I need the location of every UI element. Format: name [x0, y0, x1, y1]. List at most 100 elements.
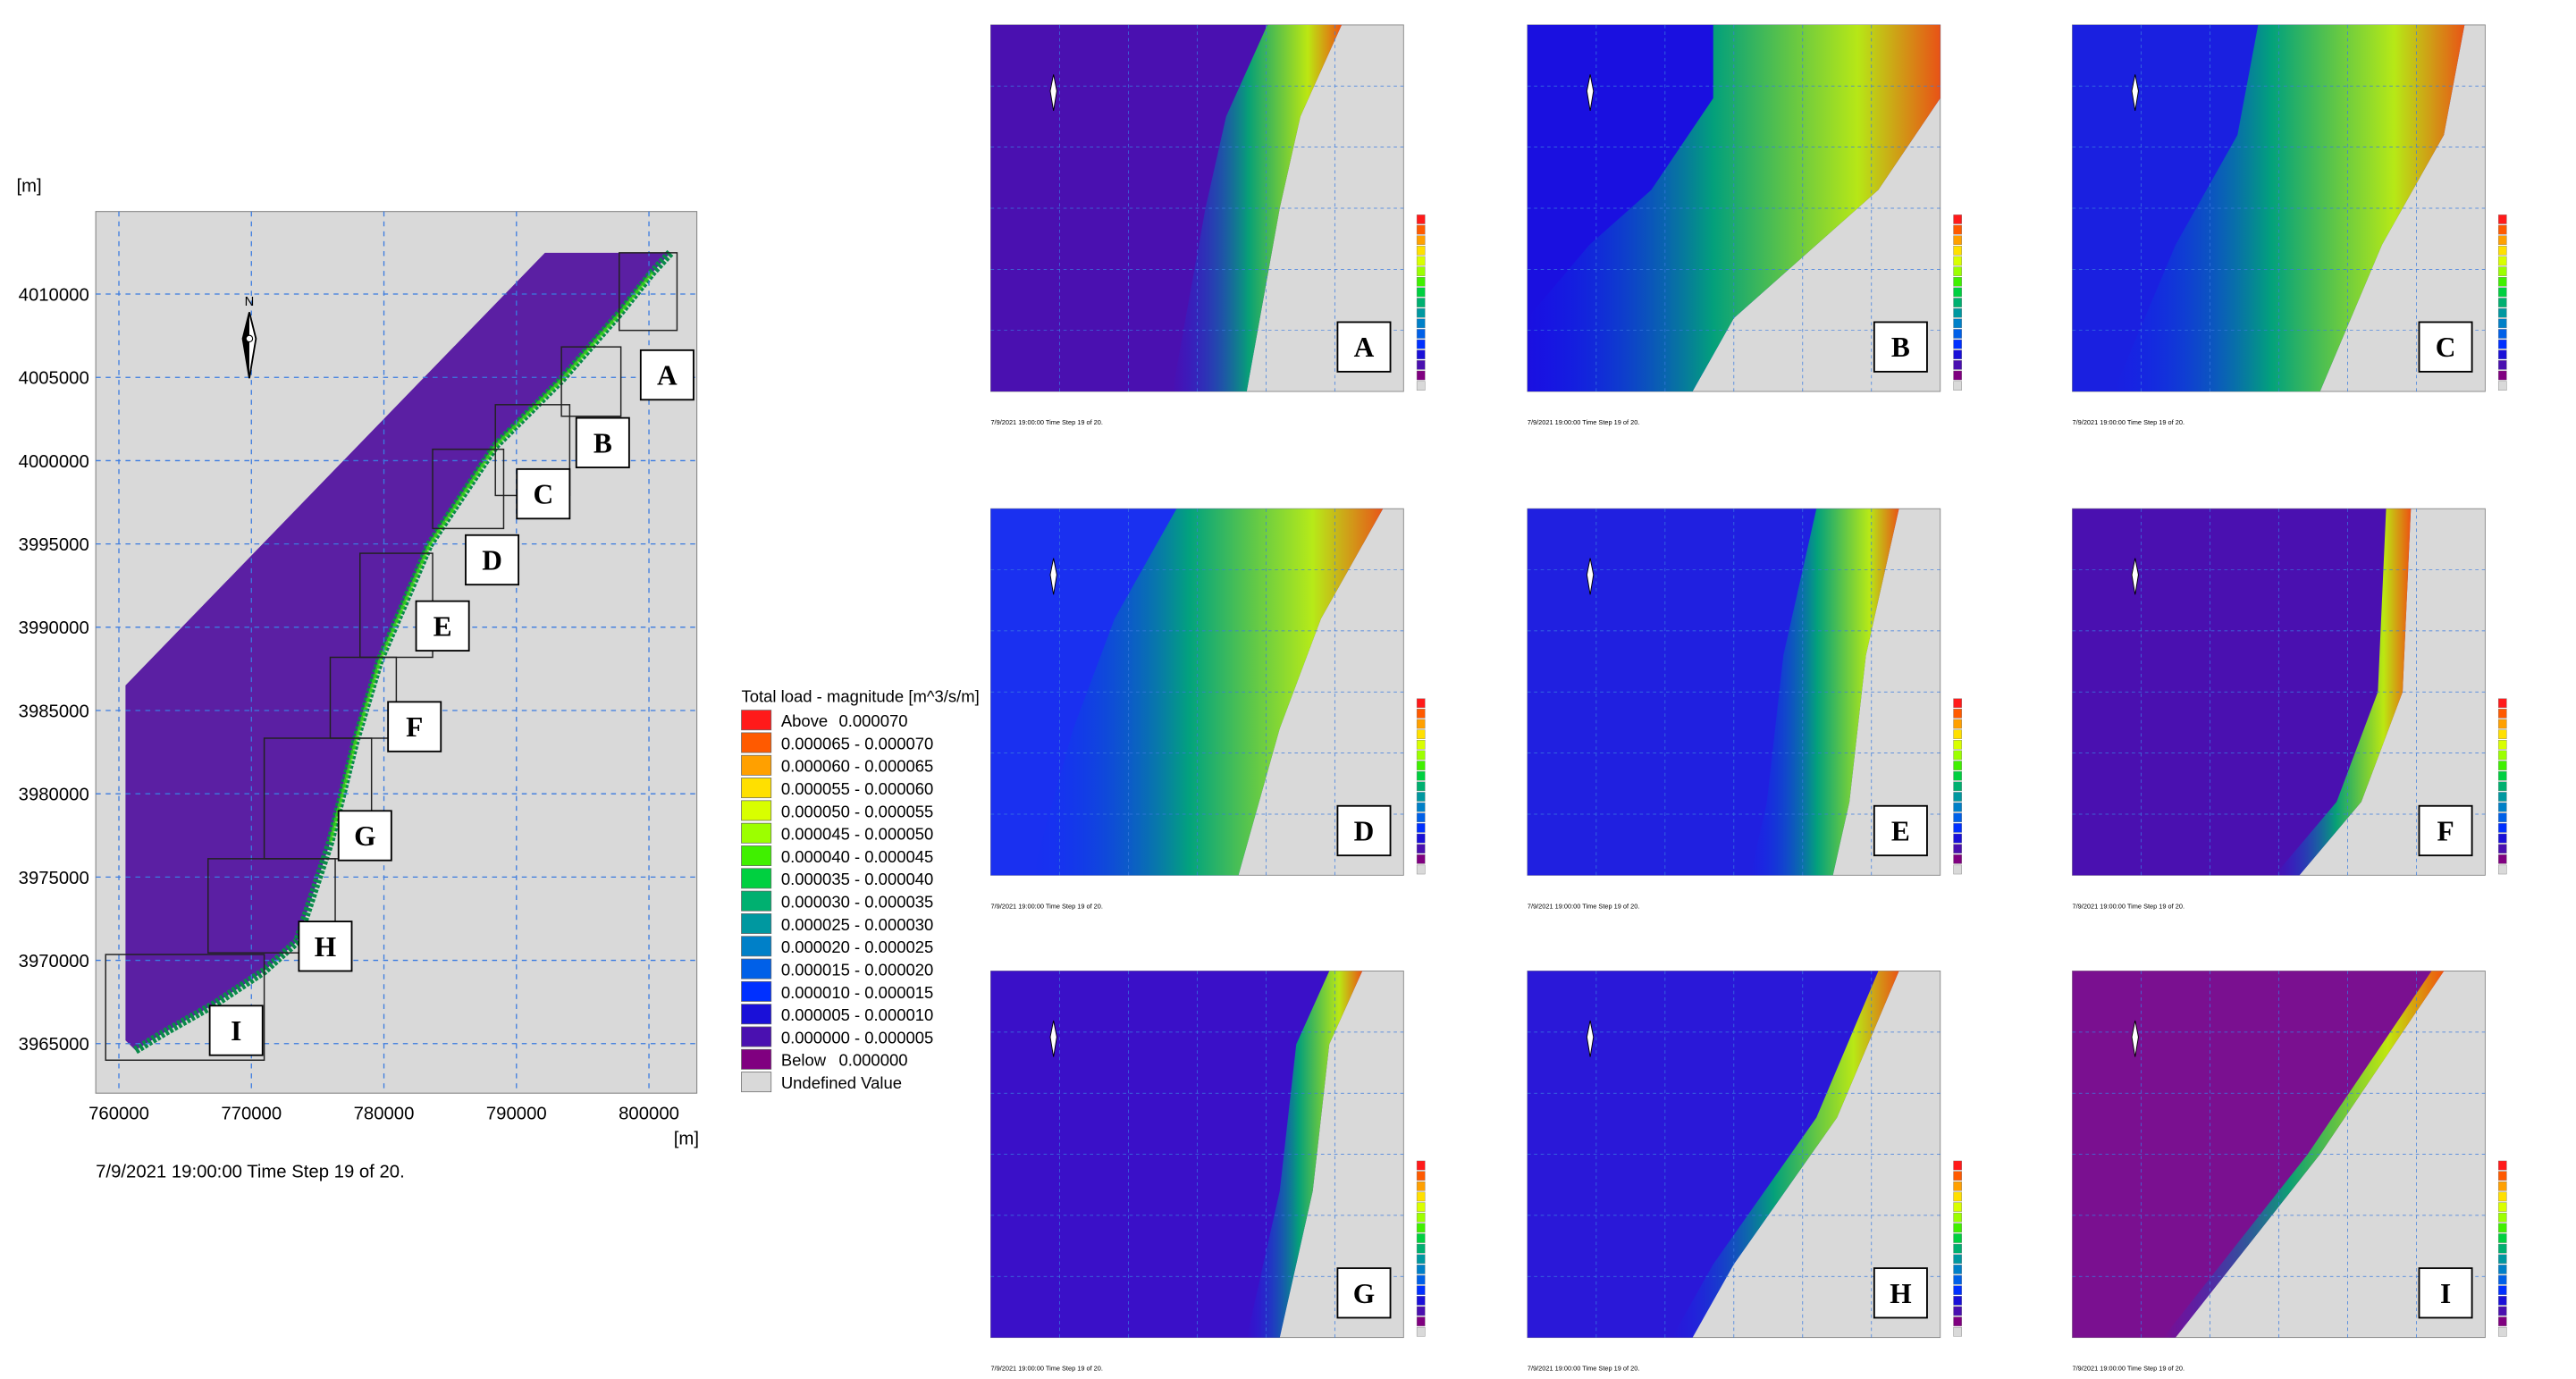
- panel-legend-swatch: [1417, 298, 1425, 307]
- legend-label: 0.000060 - 0.000065: [781, 757, 933, 776]
- panel: 7/9/2021 19:00:00 Time Step 19 of 20.H: [1528, 971, 1962, 1372]
- figure: 4010000400500040000003995000399000039850…: [0, 0, 2576, 1379]
- panel-legend-swatch: [2498, 813, 2506, 822]
- panel-legend-swatch: [1954, 1223, 1962, 1232]
- legend-label: 0.000015 - 0.000020: [781, 960, 933, 979]
- panel-legend-swatch: [2498, 1223, 2506, 1232]
- panel-legend-swatch: [1417, 709, 1425, 718]
- panel-label: D: [1354, 816, 1375, 847]
- panel-legend-swatch: [1954, 1275, 1962, 1284]
- legend-swatch: [741, 845, 770, 865]
- panel-legend-swatch: [1417, 1286, 1425, 1295]
- panel-legend-swatch: [1954, 845, 1962, 853]
- panel-legend-swatch: [1954, 782, 1962, 791]
- panel-legend-swatch: [2498, 329, 2506, 338]
- panel-legend-swatch: [1954, 350, 1962, 359]
- panel-legend-swatch: [1417, 792, 1425, 801]
- y-tick-label: 3965000: [19, 1035, 89, 1055]
- panel-legend-swatch: [1954, 1317, 1962, 1326]
- legend-label: 0.000030 - 0.000035: [781, 893, 933, 912]
- y-tick-label: 4005000: [19, 369, 89, 389]
- legend-label: 0.000025 - 0.000030: [781, 915, 933, 934]
- panel-legend-swatch: [1954, 719, 1962, 728]
- panel-timestamp: 7/9/2021 19:00:00 Time Step 19 of 20.: [2073, 1365, 2185, 1373]
- panel-legend-swatch: [2498, 1255, 2506, 1264]
- panel-legend-swatch: [1417, 782, 1425, 791]
- panel-legend-swatch: [1417, 256, 1425, 265]
- panel-legend-swatch: [2498, 699, 2506, 708]
- panel-legend-swatch: [1954, 1296, 1962, 1305]
- panel-legend-swatch: [2498, 1192, 2506, 1201]
- panel-legend-swatch: [1417, 382, 1425, 391]
- panel-legend-swatch: [1954, 699, 1962, 708]
- panel-label: F: [2437, 816, 2454, 847]
- panel-legend-swatch: [1417, 854, 1425, 863]
- panel-legend-swatch: [1417, 350, 1425, 359]
- panel-legend-swatch: [1417, 371, 1425, 380]
- panel-legend-swatch: [1417, 771, 1425, 780]
- panel-legend-swatch: [1417, 1255, 1425, 1264]
- panel-legend-swatch: [1954, 771, 1962, 780]
- panel: 7/9/2021 19:00:00 Time Step 19 of 20.F: [2073, 509, 2507, 910]
- panel-legend-swatch: [1954, 730, 1962, 739]
- panel-legend-swatch: [2498, 1317, 2506, 1326]
- panel-legend-swatch: [1954, 236, 1962, 245]
- panel-legend-swatch: [1954, 865, 1962, 874]
- panel-legend-swatch: [1417, 340, 1425, 349]
- panel-legend-swatch: [1417, 823, 1425, 832]
- y-tick-label: 3985000: [19, 702, 89, 721]
- legend-swatch: [741, 1027, 770, 1047]
- panel-legend-swatch: [2498, 277, 2506, 286]
- panel-legend-swatch: [1954, 288, 1962, 297]
- x-tick-label: 800000: [619, 1105, 679, 1124]
- panel-legend-swatch: [1954, 246, 1962, 255]
- panel-legend-swatch: [2498, 319, 2506, 328]
- legend-label: 0.000020 - 0.000025: [781, 938, 933, 956]
- legend-label: 0.000040 - 0.000045: [781, 847, 933, 866]
- panel-label: B: [1891, 332, 1910, 363]
- panel-legend-swatch: [2498, 803, 2506, 811]
- panel-legend-swatch: [1417, 761, 1425, 769]
- panel-legend-swatch: [2498, 1265, 2506, 1274]
- panel-legend-swatch: [1954, 1172, 1962, 1181]
- box-label: I: [231, 1015, 241, 1047]
- legend-swatch: [741, 1005, 770, 1024]
- box-label: C: [533, 479, 553, 510]
- panel-legend-swatch: [1417, 1213, 1425, 1222]
- x-tick-label: 790000: [486, 1105, 547, 1124]
- x-tick-label: 780000: [354, 1105, 415, 1124]
- panel-legend-swatch: [2498, 1213, 2506, 1222]
- panel-legend-swatch: [1417, 740, 1425, 749]
- legend: Above0.0000700.000065 - 0.0000700.000060…: [741, 711, 933, 1092]
- panel-legend-swatch: [1417, 1233, 1425, 1242]
- panel-legend-swatch: [1417, 308, 1425, 317]
- panel-legend-swatch: [2498, 308, 2506, 317]
- north-letter: N: [245, 295, 255, 309]
- legend-label: 0.000065 - 0.000070: [781, 734, 933, 753]
- panel-legend-swatch: [1954, 340, 1962, 349]
- panel-legend-swatch: [1417, 360, 1425, 369]
- panel-legend-swatch: [2498, 854, 2506, 863]
- panel-legend-swatch: [2498, 382, 2506, 391]
- y-tick-label: 4010000: [19, 285, 89, 305]
- legend-label: 0.000000 - 0.000005: [781, 1028, 933, 1047]
- panel-legend-swatch: [1954, 214, 1962, 223]
- panel-legend-swatch: [1954, 751, 1962, 760]
- panel-legend-swatch: [1954, 761, 1962, 769]
- panel-legend-swatch: [1954, 1192, 1962, 1201]
- legend-label: 0.000050 - 0.000055: [781, 802, 933, 820]
- panel: 7/9/2021 19:00:00 Time Step 19 of 20.A: [990, 25, 1425, 426]
- panel-legend-swatch: [1417, 288, 1425, 297]
- panel-legend-swatch: [1954, 803, 1962, 811]
- panel-legend-swatch: [2498, 865, 2506, 874]
- panel-legend-swatch: [1417, 1296, 1425, 1305]
- panel-label: A: [1354, 332, 1375, 363]
- panel-legend-swatch: [1417, 246, 1425, 255]
- panel-legend-swatch: [2498, 823, 2506, 832]
- panel-legend-swatch: [1954, 1213, 1962, 1222]
- legend-label: Below: [781, 1051, 827, 1070]
- panel-legend-swatch: [1417, 225, 1425, 234]
- panel-legend-swatch: [1954, 813, 1962, 822]
- y-tick-label: 3990000: [19, 618, 89, 638]
- panel-legend-swatch: [1954, 267, 1962, 276]
